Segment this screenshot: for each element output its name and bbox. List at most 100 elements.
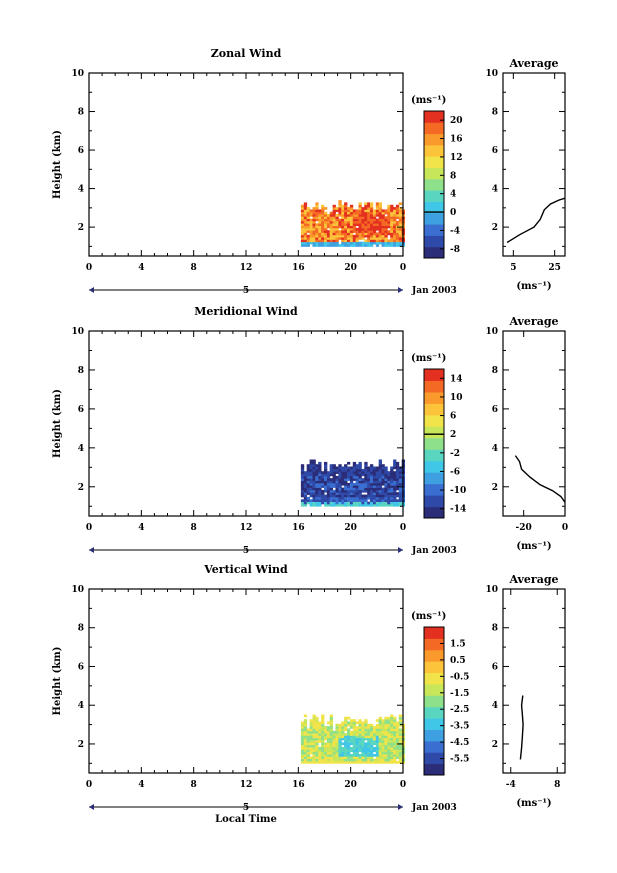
heatmap-cell: [395, 754, 400, 757]
heatmap-cell: [315, 244, 319, 247]
heatmap-cell: [375, 754, 380, 757]
heatmap-cell: [347, 494, 351, 498]
heatmap-cell: [300, 227, 305, 231]
day-arrow-left: [89, 804, 94, 810]
heatmap-cell: [321, 761, 325, 764]
heatmap-cell: [324, 730, 328, 734]
heatmap-cell: [309, 733, 313, 736]
colorbar-tick-label: -10: [450, 486, 466, 496]
heatmap-cell: [329, 489, 333, 493]
heatmap-cell: [303, 723, 308, 727]
heatmap-cell: [318, 468, 322, 472]
heatmap-cell: [335, 751, 339, 755]
heatmap-cell: [329, 234, 333, 238]
heatmap-cell: [352, 487, 357, 491]
heatmap-cell: [335, 761, 339, 764]
heatmap-cell: [335, 487, 339, 491]
heatmap-cell: [361, 735, 365, 739]
heatmap-cell: [309, 487, 313, 491]
heatmap-cell: [312, 218, 316, 222]
heatmap-cell: [355, 758, 359, 762]
heatmap-cell: [393, 475, 397, 479]
x-tick-label: 4: [138, 523, 144, 533]
heatmap-cell: [364, 744, 368, 748]
heatmap-cell: [355, 220, 359, 224]
heatmap-cell: [329, 485, 333, 488]
heatmap-cell: [300, 728, 305, 732]
heatmap-cell: [395, 494, 400, 498]
heatmap-cell: [338, 489, 342, 493]
heatmap-cell: [341, 478, 345, 481]
heatmap-cell: [318, 230, 322, 233]
heatmap-cell: [309, 464, 313, 467]
heatmap-cell: [358, 747, 362, 750]
heatmap-cell: [318, 482, 322, 486]
heatmap-cell: [375, 241, 380, 245]
heatmap-cell: [393, 480, 397, 484]
heatmap-cell: [395, 223, 400, 226]
heatmap-cell: [300, 756, 305, 759]
heatmap-cell: [300, 487, 305, 491]
heatmap-cell: [341, 487, 345, 491]
heatmap-cell: [344, 241, 348, 245]
heatmap-cell: [375, 742, 380, 746]
heatmap-cell: [335, 496, 339, 500]
heatmap-cell: [378, 726, 382, 729]
heatmap-cell: [326, 733, 331, 736]
heatmap-cell: [352, 740, 357, 743]
heatmap-cell: [367, 225, 371, 229]
heatmap-cell: [361, 751, 365, 755]
heatmap-cell: [393, 230, 397, 233]
heatmap-cell: [372, 747, 377, 750]
heatmap-cell: [378, 756, 382, 759]
heatmap-cell: [324, 244, 328, 247]
colorbar-swatch: [424, 212, 444, 225]
heatmap-cell: [378, 218, 382, 222]
heatmap-cell: [321, 230, 325, 233]
avg-y-tick-label: 2: [492, 740, 498, 750]
heatmap-cell: [395, 740, 400, 743]
heatmap-cell: [384, 244, 388, 247]
heatmap-cell: [349, 216, 354, 219]
heatmap-cell: [306, 744, 310, 748]
heatmap-cell: [393, 723, 397, 727]
heatmap-cell: [398, 714, 403, 718]
heatmap-cell: [387, 225, 391, 229]
heatmap-cell: [309, 494, 313, 498]
colorbar-frame: [423, 368, 445, 519]
heatmap-cell: [332, 204, 336, 208]
heatmap-cell: [321, 740, 325, 743]
heatmap-cell: [378, 733, 382, 736]
heatmap-cell: [358, 468, 362, 472]
heatmap-cell: [332, 501, 336, 505]
heatmap-cell: [364, 758, 368, 762]
heatmap-cell: [395, 209, 400, 213]
heatmap-cell: [361, 234, 365, 238]
heatmap-cell: [387, 230, 391, 233]
heatmap-cell: [395, 728, 400, 732]
heatmap-cell: [370, 499, 374, 502]
heatmap-cell: [372, 758, 377, 762]
heatmap-cell: [332, 482, 336, 486]
heatmap-cell: [372, 225, 377, 229]
heatmap-cell: [329, 492, 333, 495]
heatmap-cell: [398, 475, 403, 479]
heatmap-cell: [318, 733, 322, 736]
heatmap-cell: [398, 214, 403, 217]
heatmap-cell: [372, 227, 377, 231]
heatmap-cell: [387, 244, 391, 247]
heatmap-cell: [364, 482, 368, 486]
heatmap-cell: [321, 239, 325, 243]
heatmap-cell: [393, 489, 397, 493]
colorbar-swatch: [424, 380, 444, 393]
heatmap-cell: [309, 758, 313, 762]
heatmap-cell: [390, 733, 394, 736]
heatmap-cell: [367, 232, 371, 236]
heatmap-cell: [306, 487, 310, 491]
heatmap-cell: [358, 232, 362, 236]
heatmap-cell: [300, 204, 305, 208]
heatmap-cell: [364, 239, 368, 243]
heatmap-cell: [355, 214, 359, 217]
heatmap-cell: [387, 719, 391, 722]
heatmap-cell: [306, 475, 310, 479]
